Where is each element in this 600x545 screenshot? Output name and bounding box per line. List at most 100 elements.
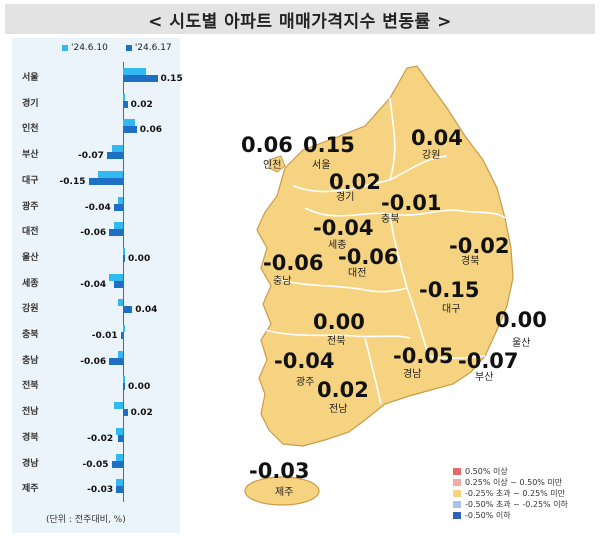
map-region-name: 강원 xyxy=(422,150,441,161)
bar-prev xyxy=(116,427,123,435)
map-region-value: 0.15 xyxy=(303,133,355,157)
map-region-name: 광주 xyxy=(296,377,315,388)
legend-prev: '24.6.10 xyxy=(62,43,108,53)
map-legend-label: -0.50% 이하 xyxy=(465,511,511,520)
map-region-value: -0.04 xyxy=(313,216,374,240)
map-region-value: 0.04 xyxy=(411,126,463,150)
map-region-name: 경북 xyxy=(461,256,480,267)
map-region-name: 부산 xyxy=(475,372,494,383)
bar-prev xyxy=(123,325,125,332)
map-region-value: -0.07 xyxy=(458,349,519,373)
bar-value-label: 0.02 xyxy=(130,408,153,419)
bar-value-label: -0.04 xyxy=(80,279,107,290)
bar-curr xyxy=(123,126,137,134)
bar-category-label: 대구 xyxy=(22,175,39,186)
map-region-value: 0.02 xyxy=(329,170,381,194)
bar-curr xyxy=(106,152,123,160)
bar-category-label: 경남 xyxy=(22,458,39,469)
map-region-name: 충남 xyxy=(273,276,292,287)
bar-category-label: 경북 xyxy=(22,432,39,443)
bar-category-label: 광주 xyxy=(22,201,39,212)
bar-curr xyxy=(118,434,123,442)
bar-prev xyxy=(118,196,123,204)
map-region-name: 울산 xyxy=(512,338,531,349)
map-region-name: 세종 xyxy=(328,240,347,251)
bar-value-label: -0.01 xyxy=(91,331,118,341)
bar-curr xyxy=(123,409,128,417)
bar-category-label: 충북 xyxy=(22,330,39,340)
map-region-name: 경기 xyxy=(336,192,355,203)
bar-category-label: 경기 xyxy=(22,98,39,109)
map-region-value: -0.04 xyxy=(274,349,335,373)
legend-curr-label: '24.6.17 xyxy=(134,43,172,53)
legend-curr: '24.6.17 xyxy=(125,43,172,53)
bar-category-label: 부산 xyxy=(22,150,39,161)
bar-value-label: -0.03 xyxy=(87,485,114,496)
map-region-name: 대구 xyxy=(442,304,461,315)
map-region-value: 0.02 xyxy=(317,378,369,402)
map-legend-swatch xyxy=(453,479,461,486)
bar-value-label: -0.06 xyxy=(80,356,107,367)
zero-axis xyxy=(123,62,124,502)
bar-category-label: 강원 xyxy=(22,304,39,315)
bar-curr xyxy=(111,460,123,468)
map-region-value: -0.06 xyxy=(263,251,324,275)
map-shape xyxy=(244,65,514,506)
bar-category-label: 충남 xyxy=(22,355,39,366)
bar-curr xyxy=(113,280,123,288)
bar-value-label: -0.04 xyxy=(84,202,111,213)
bar-value-label: -0.15 xyxy=(59,176,86,187)
bar-prev xyxy=(118,350,123,358)
legend-prev-swatch xyxy=(62,45,68,51)
map-region-name: 인천 xyxy=(263,160,282,171)
bar-prev xyxy=(113,402,123,410)
mainland-shape xyxy=(256,65,514,447)
bar-curr xyxy=(88,177,123,185)
bar-category-label: 대전 xyxy=(22,227,39,238)
map-legend-row: -0.50% 초과 ~ -0.25% 이하 xyxy=(453,499,568,510)
bar-curr xyxy=(123,306,133,314)
bar-category-label: 서울 xyxy=(22,73,39,83)
bar-category-label: 인천 xyxy=(22,124,39,135)
map-legend-label: 0.50% 이상 xyxy=(465,467,508,476)
map-region-value: -0.03 xyxy=(249,459,310,483)
map-legend-row: -0.25% 초과 ~ 0.25% 미만 xyxy=(453,488,568,499)
bar-curr xyxy=(123,383,125,391)
bar-curr xyxy=(123,75,158,82)
bar-value-label: 0.15 xyxy=(160,74,183,84)
bar-prev xyxy=(123,119,135,127)
bar-value-label: 0.00 xyxy=(128,382,151,393)
bar-prev xyxy=(116,479,123,487)
map-legend-row: 0.50% 이상 xyxy=(453,466,568,477)
bar-prev xyxy=(123,68,146,75)
map-region-value: -0.05 xyxy=(393,344,454,368)
bar-legend: '24.6.10 '24.6.17 xyxy=(62,43,172,53)
map-legend-swatch xyxy=(453,512,461,519)
map-region-value: -0.15 xyxy=(419,278,480,302)
bar-chart-panel: '24.6.10 '24.6.17 서울 0.15 경기 0.02 인천 0.06 부산 -0… xyxy=(12,38,183,533)
legend-prev-label: '24.6.10 xyxy=(71,43,108,53)
map-region-name: 대전 xyxy=(348,268,367,279)
map-legend-swatch xyxy=(453,468,461,475)
bar-category-label: 세종 xyxy=(22,278,39,289)
bar-prev xyxy=(123,247,125,255)
bar-curr xyxy=(123,100,128,108)
chart-title: < 시도별 아파트 매매가격지수 변동률 > xyxy=(5,4,595,34)
map-legend-swatch xyxy=(453,490,461,497)
bar-value-label: 0.06 xyxy=(139,125,163,136)
map-legend-swatch xyxy=(453,501,461,508)
bar-category-label: 제주 xyxy=(22,484,39,495)
bar-value-label: -0.06 xyxy=(80,228,107,239)
map-region-value: 0.00 xyxy=(495,308,547,332)
bar-value-label: 0.00 xyxy=(128,253,151,264)
map-legend-row: 0.25% 이상 ~ 0.50% 미만 xyxy=(453,477,568,488)
region-borders xyxy=(264,97,506,405)
map-region-value: -0.06 xyxy=(338,245,399,269)
bar-curr xyxy=(116,486,123,494)
bar-value-label: -0.07 xyxy=(77,151,104,162)
map-legend: 0.50% 이상 0.25% 이상 ~ 0.50% 미만 -0.25% 초과 ~ 0… xyxy=(453,466,568,521)
bar-prev xyxy=(111,145,123,153)
bar-prev xyxy=(113,222,123,230)
bar-curr xyxy=(120,332,123,339)
bar-category-label: 전북 xyxy=(22,381,39,392)
